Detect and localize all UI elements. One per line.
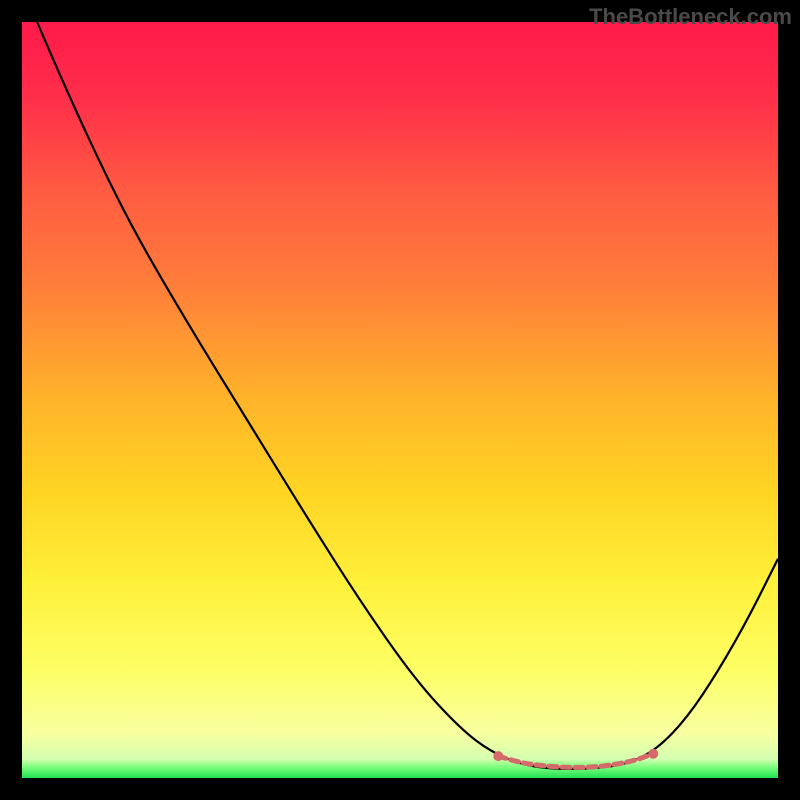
chart-curve-layer — [22, 22, 778, 778]
chart-plot-area — [22, 22, 778, 778]
watermark-text: TheBottleneck.com — [589, 4, 792, 30]
bottleneck-curve — [37, 22, 778, 769]
optimal-zone-markers — [493, 749, 658, 768]
